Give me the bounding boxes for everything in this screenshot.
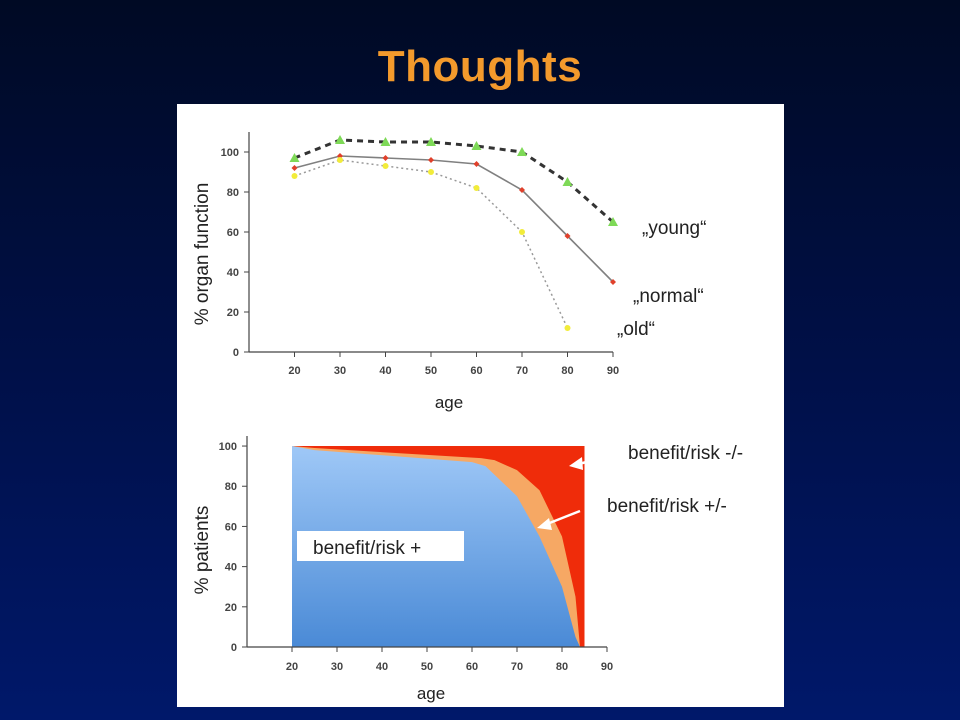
data-point-old (564, 325, 571, 331)
data-point-young (517, 147, 527, 156)
data-point-normal (291, 165, 298, 171)
chart2-y-tick-label: 80 (225, 481, 237, 493)
arrow-benefit-risk-minus (578, 450, 624, 466)
data-point-normal (473, 161, 480, 167)
chart1-x-tick-label: 30 (334, 365, 346, 377)
benefit-risk-plus-box (297, 531, 464, 561)
data-point-old (473, 185, 480, 191)
data-point-young (562, 177, 573, 186)
chart2-x-axis-label: age (417, 684, 445, 703)
series-label-young: „young“ (642, 218, 706, 239)
data-point-old (337, 157, 343, 163)
arrow-head-benefit-risk-minus (569, 457, 583, 470)
chart1-y-tick-label: 40 (227, 267, 239, 279)
data-point-young (471, 141, 482, 150)
chart1-x-tick-label: 50 (425, 365, 437, 377)
chart2-y-tick-label: 40 (225, 562, 237, 574)
chart-panel: 0 20 40 60 80 100 20 30 40 50 60 70 80 90 age % organ f… (177, 104, 784, 707)
chart1-x-tick-label: 60 (470, 365, 482, 377)
chart1-x-tick-label: 80 (561, 365, 573, 377)
arrow-head-benefit-risk-mixed (537, 518, 552, 530)
data-point-young (335, 135, 345, 144)
data-point-young (289, 153, 300, 162)
chart2-y-axis-label: % patients (192, 506, 213, 595)
data-point-young (426, 137, 436, 146)
chart2-y-tick-label: 100 (219, 441, 237, 453)
series-label-old: „old“ (617, 319, 655, 340)
data-point-normal (564, 233, 571, 239)
chart1-y-tick-label: 0 (233, 347, 239, 359)
chart1-y-tick-label: 60 (227, 227, 239, 239)
chart2-x-tick-label: 60 (466, 661, 478, 673)
data-point-normal (428, 157, 434, 163)
series-label-benefit-risk-plus: benefit/risk + (313, 538, 421, 559)
chart2-x-tick-label: 30 (331, 661, 343, 673)
data-point-old (519, 229, 525, 235)
data-point-young (608, 217, 618, 226)
chart1-x-tick-label: 70 (516, 365, 528, 377)
chart1-y-axis-label: % organ function (192, 183, 213, 326)
chart1-x-tick-label: 90 (607, 365, 619, 377)
chart1-y-tick-label: 80 (227, 187, 239, 199)
data-point-normal (382, 155, 389, 161)
chart1-y-tick-label: 100 (221, 147, 239, 159)
series-line-normal (294, 155, 614, 283)
series-line-old (294, 159, 569, 329)
chart2-y-tick-label: 60 (225, 521, 237, 533)
chart2-x-tick-label: 20 (286, 661, 298, 673)
data-point-normal (519, 187, 525, 193)
chart2-x-tick-label: 80 (556, 661, 568, 673)
series-label-benefit-risk-mixed: benefit/risk +/- (607, 496, 727, 517)
chart2-x-tick-label: 90 (601, 661, 613, 673)
data-point-normal (610, 279, 616, 285)
chart2-x-tick-label: 40 (376, 661, 388, 673)
series-label-normal: „normal“ (633, 286, 704, 307)
series-label-benefit-risk-minus: benefit/risk -/- (628, 443, 743, 464)
chart1-x-tick-label: 20 (288, 365, 300, 377)
data-point-old (428, 169, 434, 175)
chart1-y-tick-label: 20 (227, 307, 239, 319)
chart-canvas: 0 20 40 60 80 100 20 30 40 50 60 70 80 90 age % organ f… (192, 132, 743, 703)
chart2-y-tick-label: 0 (231, 642, 237, 654)
data-point-old (291, 173, 298, 179)
data-point-old (382, 163, 389, 169)
data-point-young (380, 137, 391, 146)
chart1-x-axis-label: age (435, 393, 463, 412)
chart2-x-tick-label: 50 (421, 661, 433, 673)
chart2-y-tick-label: 20 (225, 602, 237, 614)
series-line-young (293, 138, 614, 224)
chart2-x-tick-label: 70 (511, 661, 523, 673)
slide-title: Thoughts (377, 42, 583, 91)
chart1-x-tick-label: 40 (379, 365, 391, 377)
arrow-benefit-risk-mixed (546, 509, 581, 526)
